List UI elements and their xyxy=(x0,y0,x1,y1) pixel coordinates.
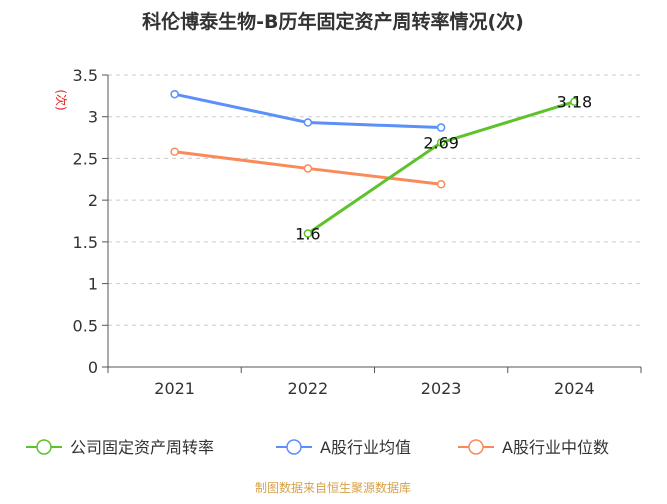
data-point xyxy=(436,180,446,189)
y-tick-label: 1.5 xyxy=(73,233,98,252)
grid-lines xyxy=(108,74,641,326)
data-point xyxy=(303,118,313,127)
y-tick-label: 0 xyxy=(88,358,98,377)
data-point xyxy=(303,229,313,238)
y-axis-label: (次) xyxy=(54,89,68,110)
data-label: 3.18 xyxy=(557,93,593,112)
legend-item: A股行业中位数 xyxy=(458,438,609,457)
y-tick-label: 0.5 xyxy=(73,316,98,335)
data-label: 1.6 xyxy=(295,225,320,244)
series-lines xyxy=(170,89,579,238)
legend: 公司固定资产周转率 A股行业均值 A股行业中位数 xyxy=(26,438,609,457)
data-point xyxy=(570,97,579,106)
x-tick-label: 2022 xyxy=(288,379,329,398)
series-0 xyxy=(303,97,579,238)
legend-item: 公司固定资产周转率 xyxy=(26,438,214,457)
legend-label: A股行业中位数 xyxy=(502,438,609,457)
x-tick-label: 2024 xyxy=(554,379,595,398)
series-line xyxy=(306,100,576,236)
legend-marker xyxy=(468,439,484,455)
y-tick-label: 2.5 xyxy=(73,149,98,168)
x-tick-label: 2021 xyxy=(154,379,195,398)
series-1 xyxy=(170,89,446,132)
legend-item: A股行业均值 xyxy=(276,438,411,457)
y-tick-label: 2 xyxy=(88,191,98,210)
axes: 0 0.5 1 1.5 2 2.5 3 3.5 2021 2022 2023 2024 xyxy=(73,66,642,398)
chart-title: 科伦博泰生物-B历年固定资产周转率情况(次) xyxy=(142,10,524,33)
legend-marker xyxy=(36,439,52,455)
data-point xyxy=(436,123,446,132)
y-tick-label: 3 xyxy=(88,108,98,127)
data-point xyxy=(170,147,179,157)
legend-label: 公司固定资产周转率 xyxy=(70,438,214,457)
data-point xyxy=(303,164,313,173)
data-labels: 1.6 2.69 3.18 xyxy=(295,93,592,244)
x-tick-label: 2023 xyxy=(421,379,462,398)
series-2 xyxy=(170,147,446,189)
source-note: 制图数据来自恒生聚源数据库 xyxy=(255,480,411,495)
legend-label: A股行业均值 xyxy=(320,438,411,457)
data-point xyxy=(436,138,446,147)
y-tick-label: 1 xyxy=(88,275,98,294)
data-label: 2.69 xyxy=(423,134,459,153)
y-tick-label: 3.5 xyxy=(73,66,98,85)
legend-marker xyxy=(286,439,302,455)
data-point xyxy=(170,89,179,99)
